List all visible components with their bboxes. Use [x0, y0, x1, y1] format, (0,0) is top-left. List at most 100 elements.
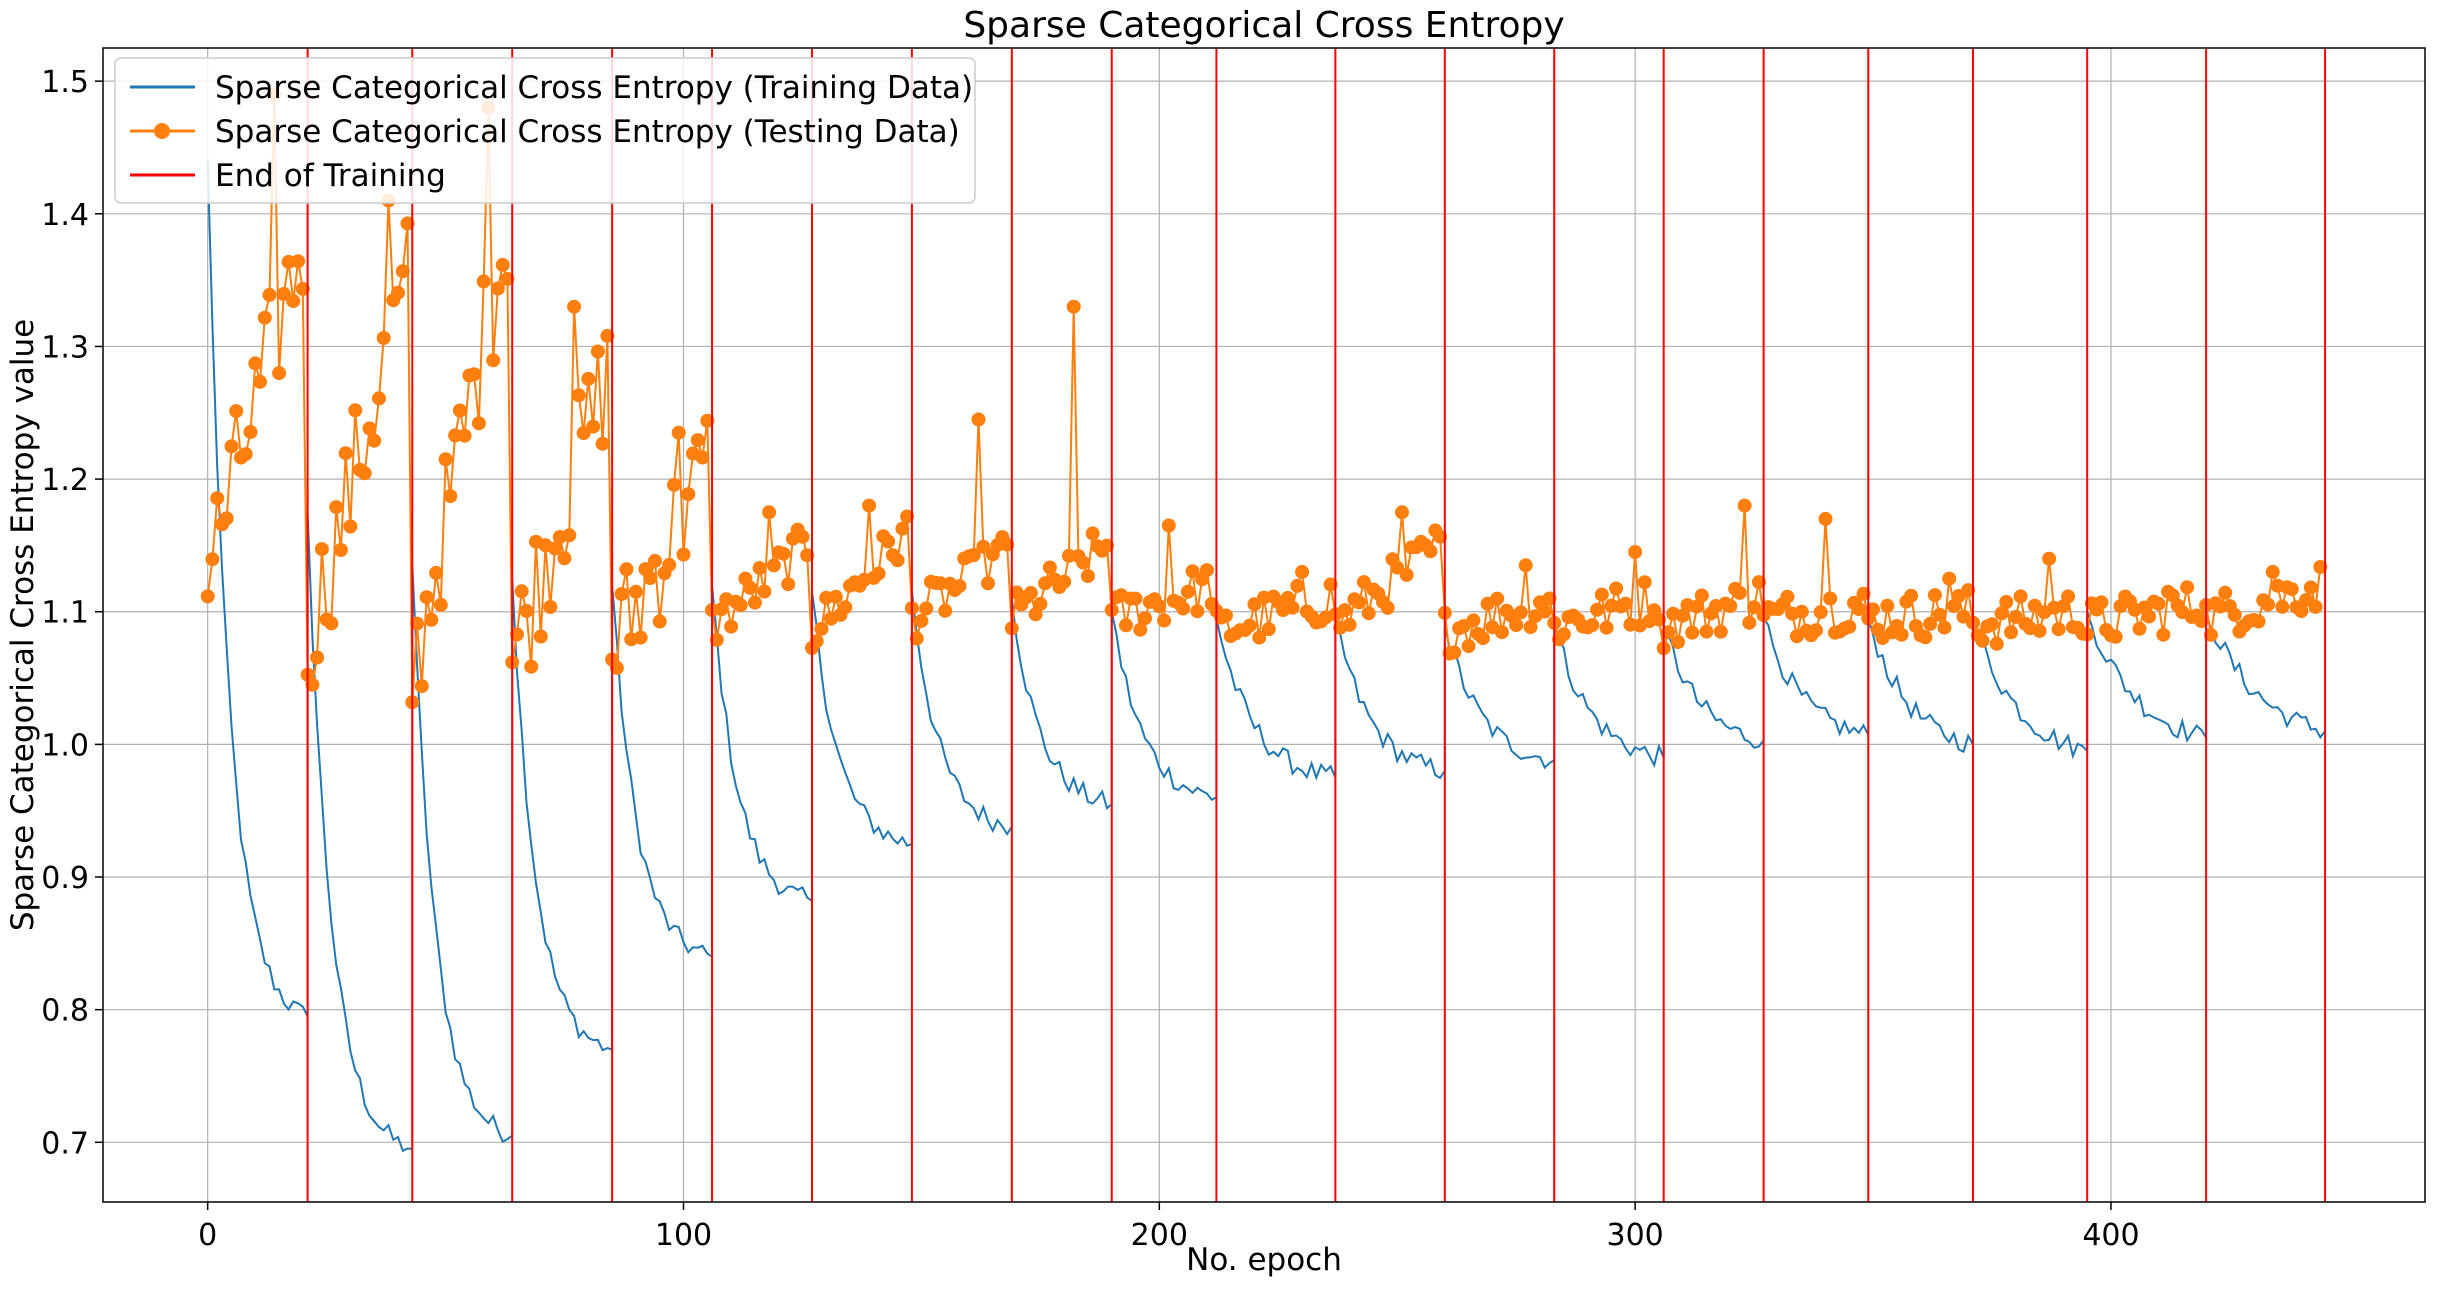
testing-point: [1290, 578, 1305, 593]
testing-point: [2284, 582, 2299, 597]
testing-point: [2032, 623, 2047, 638]
testing-point: [595, 436, 610, 451]
testing-point: [1399, 567, 1414, 582]
testing-point: [976, 539, 991, 554]
testing-point: [2194, 614, 2209, 629]
testing-point: [652, 614, 667, 629]
testing-point: [562, 528, 577, 543]
testing-point: [1989, 636, 2004, 651]
legend-training-label: Sparse Categorical Cross Entropy (Traini…: [215, 70, 973, 106]
y-tick-label: 1.5: [41, 65, 89, 100]
testing-point: [452, 403, 467, 418]
testing-point: [1904, 588, 1919, 603]
testing-point: [2042, 551, 2057, 566]
testing-point: [757, 584, 772, 599]
testing-point: [1975, 633, 1990, 648]
testing-point: [2251, 614, 2266, 629]
testing-point: [1675, 608, 1690, 623]
testing-point: [871, 566, 886, 581]
testing-point: [1261, 622, 1276, 637]
testing-point: [1138, 611, 1152, 626]
testing-point: [2218, 585, 2233, 600]
y-tick-label: 1.3: [41, 330, 89, 365]
testing-point: [895, 521, 910, 536]
testing-point: [310, 650, 325, 665]
testing-point: [643, 571, 658, 586]
testing-point: [1119, 618, 1133, 633]
testing-point: [1447, 645, 1462, 660]
testing-point: [1713, 624, 1728, 639]
testing-point: [690, 433, 705, 448]
testing-point: [1694, 588, 1709, 603]
testing-point: [1537, 604, 1552, 619]
testing-point: [1461, 639, 1476, 654]
testing-point: [486, 353, 501, 368]
testing-point: [938, 603, 953, 618]
testing-point: [1390, 560, 1405, 575]
testing-point: [1466, 613, 1481, 628]
testing-point: [900, 509, 915, 524]
testing-point: [200, 589, 215, 604]
testing-point: [914, 613, 929, 628]
testing-point: [952, 579, 967, 594]
testing-point: [1751, 575, 1766, 590]
testing-point: [2180, 580, 2195, 595]
testing-point: [743, 580, 758, 595]
legend: Sparse Categorical Cross Entropy (Traini…: [114, 57, 976, 204]
testing-point: [295, 281, 310, 296]
testing-point: [609, 660, 624, 675]
testing-point: [909, 631, 924, 646]
testing-point: [376, 331, 391, 345]
testing-point: [414, 679, 429, 694]
y-axis-label: Sparse Categorical Cross Entropy value: [5, 319, 41, 931]
testing-point: [1637, 575, 1652, 590]
testing-point: [557, 551, 572, 566]
testing-point: [286, 294, 301, 309]
testing-point: [1423, 544, 1438, 559]
y-tick-label: 1.1: [41, 596, 89, 631]
testing-point: [1609, 581, 1624, 596]
testing-point: [581, 371, 596, 386]
testing-point: [348, 403, 363, 418]
y-tick-label: 1.0: [41, 728, 89, 763]
testing-point: [391, 285, 405, 300]
testing-point: [543, 600, 558, 614]
y-tick-label: 0.7: [41, 1126, 89, 1161]
testing-point: [324, 616, 339, 631]
testing-point: [1747, 600, 1762, 615]
testing-point: [1628, 545, 1643, 559]
testing-point: [1542, 591, 1557, 606]
testing-point: [419, 590, 434, 605]
testing-point: [838, 600, 853, 615]
testing-point: [1556, 627, 1571, 642]
testing-point: [1523, 620, 1538, 635]
testing-point: [1100, 538, 1114, 553]
testing-point: [781, 577, 796, 592]
testing-point: [733, 598, 748, 613]
testing-point: [2156, 627, 2171, 642]
testing-point: [1894, 627, 1909, 642]
testing-point: [571, 388, 586, 403]
testing-point: [1813, 605, 1828, 620]
testing-point: [1494, 625, 1509, 640]
testing-point: [238, 447, 253, 462]
testing-point: [2013, 589, 2028, 604]
testing-point: [1918, 630, 1933, 645]
testing-point: [1295, 564, 1310, 579]
testing-point: [648, 553, 662, 568]
testing-point: [1380, 600, 1395, 615]
testing-point: [2227, 607, 2242, 622]
testing-point: [614, 587, 629, 601]
testing-point: [1880, 598, 1895, 613]
testing-point: [510, 627, 524, 642]
testing-point: [1737, 498, 1752, 513]
testing-point: [1661, 625, 1676, 640]
testing-point: [1851, 602, 1866, 616]
testing-point: [1594, 587, 1609, 602]
x-tick-label: 400: [2082, 1218, 2139, 1253]
testing-point: [1818, 511, 1833, 526]
testing-point: [338, 446, 353, 461]
testing-point: [747, 595, 762, 610]
legend-testing-label: Sparse Categorical Cross Entropy (Testin…: [215, 114, 960, 150]
testing-point: [272, 366, 287, 381]
